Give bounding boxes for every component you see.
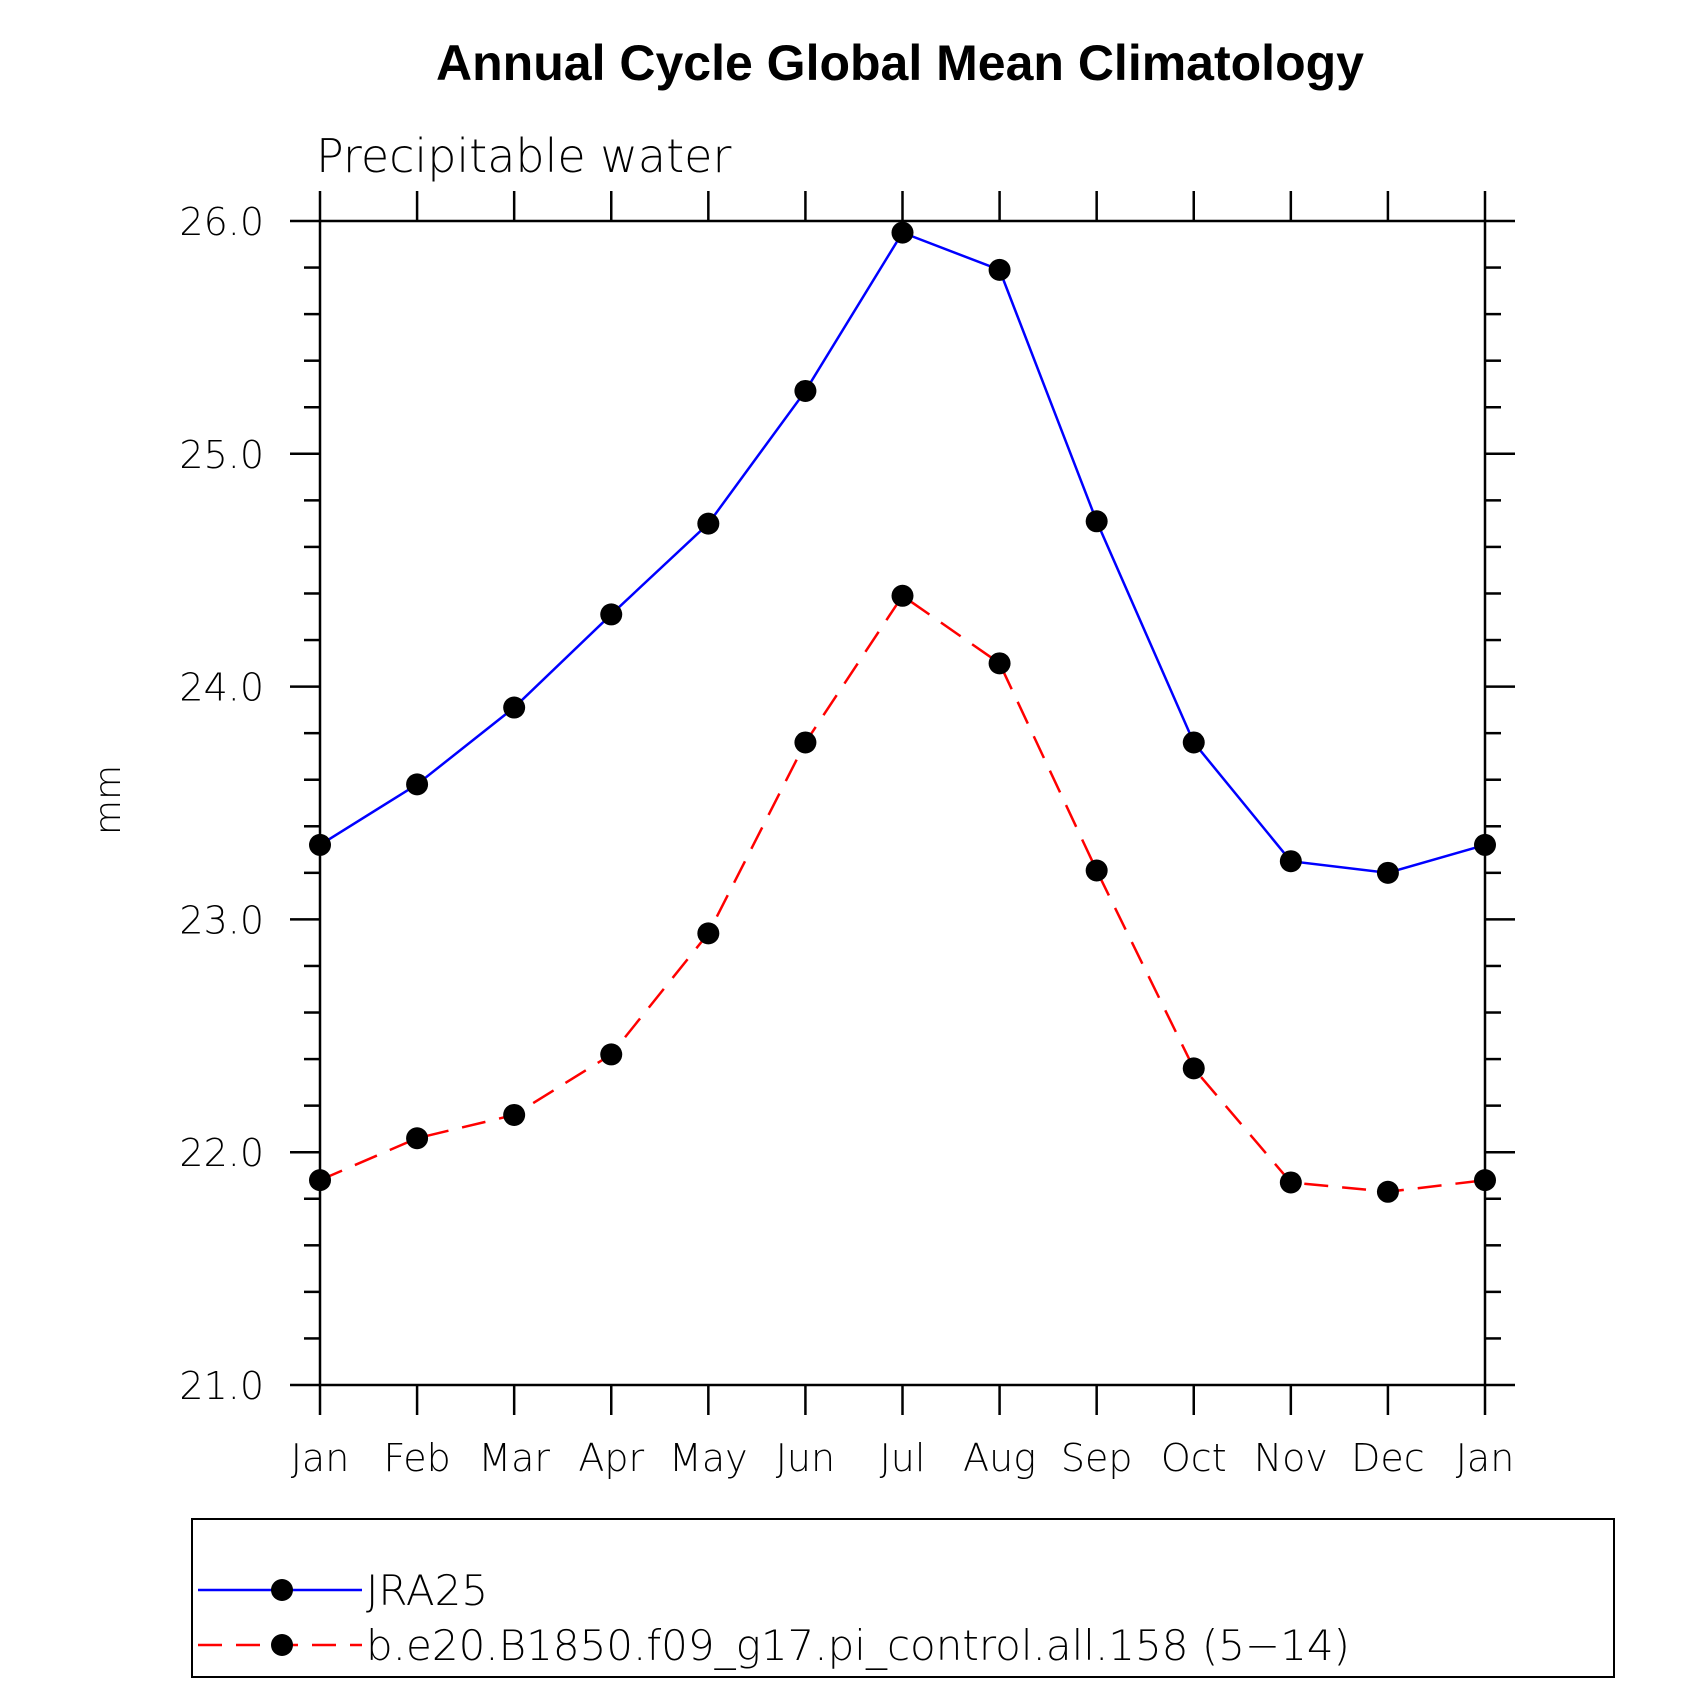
legend-marker	[271, 1579, 293, 1601]
legend-label: b.e20.B1850.f09_g17.pi_control.all.158 (…	[366, 1621, 1350, 1670]
data-point	[697, 922, 720, 945]
x-tick-label: Jul	[880, 1436, 926, 1480]
data-point	[1376, 861, 1399, 884]
data-point	[600, 1043, 623, 1066]
x-tick-label: Dec	[1351, 1436, 1425, 1480]
y-tick-label: 26.0	[179, 200, 264, 244]
legend-marker	[271, 1634, 293, 1656]
data-point	[1279, 1171, 1302, 1194]
chart-subtitle: Precipitable water	[316, 129, 731, 183]
data-point	[309, 833, 331, 856]
data-point	[309, 1169, 331, 1192]
data-point	[697, 512, 720, 535]
axis-ticks	[290, 191, 1515, 1415]
data-point	[503, 1103, 526, 1126]
data-point	[891, 221, 914, 244]
data-point	[1182, 1057, 1205, 1080]
data-point	[406, 773, 429, 796]
x-tick-label: Jun	[776, 1436, 835, 1480]
y-tick-label: 25.0	[179, 433, 264, 477]
x-tick-label: Mar	[478, 1436, 550, 1480]
x-tick-label: Aug	[963, 1436, 1036, 1480]
x-tick-labels: Jan Feb Mar Apr May Jun Jul Aug Sep Oct Nov Dec Jan	[291, 1436, 1515, 1480]
x-tick-label: Apr	[578, 1436, 644, 1480]
data-point	[600, 603, 623, 626]
legend-box	[191, 1518, 1615, 1678]
x-tick-label: Jan	[291, 1436, 350, 1480]
data-point	[1474, 833, 1496, 856]
plot-frame	[318, 219, 1487, 1387]
data-point	[794, 731, 817, 754]
y-axis-label: mm	[88, 765, 129, 835]
x-tick-label: May	[669, 1436, 748, 1480]
data-point	[1474, 1169, 1496, 1192]
data-point	[794, 379, 817, 402]
data-point	[1085, 510, 1108, 533]
chart-title: Annual Cycle Global Mean Climatology	[436, 35, 1364, 91]
series-1	[309, 221, 1496, 884]
series-2	[309, 584, 1496, 1203]
y-tick-labels: 21.0 22.0 23.0 24.0 25.0 26.0	[179, 200, 264, 1408]
data-point	[503, 696, 526, 719]
x-tick-label: Jan	[1456, 1436, 1515, 1480]
x-tick-label: Feb	[383, 1436, 450, 1480]
series-line	[319, 231, 1486, 875]
series-layer	[309, 221, 1496, 1203]
data-point	[988, 652, 1011, 675]
legend: JRA25 b.e20.B1850.f09_g17.pi_control.all.…	[198, 1566, 1350, 1670]
data-point	[1279, 850, 1302, 873]
y-tick-label: 23.0	[179, 898, 264, 942]
data-point	[891, 584, 914, 607]
x-tick-label: Sep	[1061, 1436, 1133, 1480]
data-point	[1085, 859, 1108, 882]
legend-label: JRA25	[366, 1566, 488, 1615]
x-tick-label: Nov	[1254, 1436, 1328, 1480]
x-tick-label: Oct	[1161, 1436, 1227, 1480]
y-tick-label: 22.0	[179, 1131, 264, 1175]
y-tick-label: 21.0	[179, 1364, 264, 1408]
data-point	[406, 1127, 429, 1150]
data-point	[1182, 731, 1205, 754]
data-point	[988, 258, 1011, 281]
y-tick-label: 24.0	[179, 666, 264, 710]
data-point	[1376, 1180, 1399, 1203]
series-line	[319, 594, 1486, 1194]
